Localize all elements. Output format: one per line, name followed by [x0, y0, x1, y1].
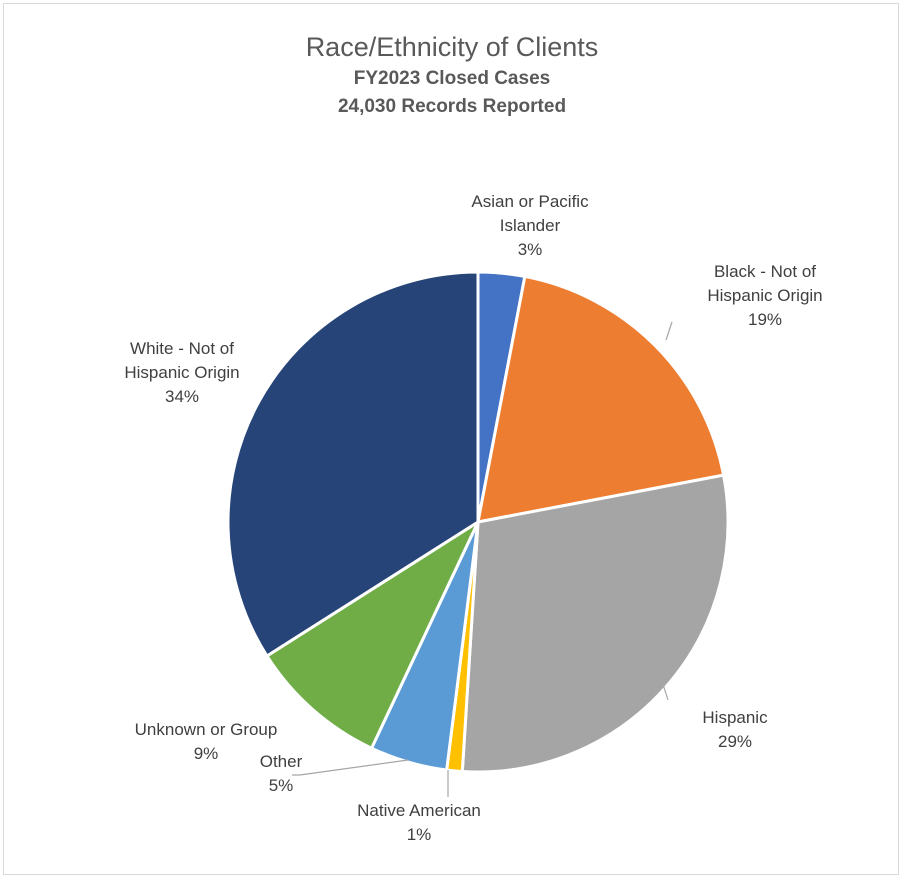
pie-slice-hispanic — [460, 473, 730, 774]
data-label-unknown-or-group: Unknown or Group 9% — [135, 720, 278, 763]
chart-subtitle-line-1: FY2023 Closed Cases — [354, 68, 550, 89]
leader-line — [660, 677, 669, 701]
data-label-native-american: Native American 1% — [357, 801, 481, 844]
chart-subtitle-line-2: 24,030 Records Reported — [338, 96, 566, 117]
data-label-other: Other 5% — [260, 752, 303, 795]
data-label-white-not-of-hispanic-origin: White - Not of Hispanic Origin 34% — [124, 339, 239, 406]
chart-title: Race/Ethnicity of Clients — [306, 32, 599, 62]
pie-slice-black-not-of-hispanic-origin — [476, 274, 726, 524]
pie-slice-white-not-of-hispanic-origin — [226, 270, 480, 658]
data-label-black-not-of-hispanic-origin: Black - Not of Hispanic Origin 19% — [707, 262, 822, 329]
data-label-asian-or-pacific-islander: Asian or Pacific Islander 3% — [471, 192, 589, 259]
pie-slice-unknown-or-group — [265, 520, 480, 750]
data-label-hispanic: Hispanic 29% — [702, 708, 768, 751]
leader-line — [292, 759, 409, 776]
leader-line — [665, 321, 673, 341]
